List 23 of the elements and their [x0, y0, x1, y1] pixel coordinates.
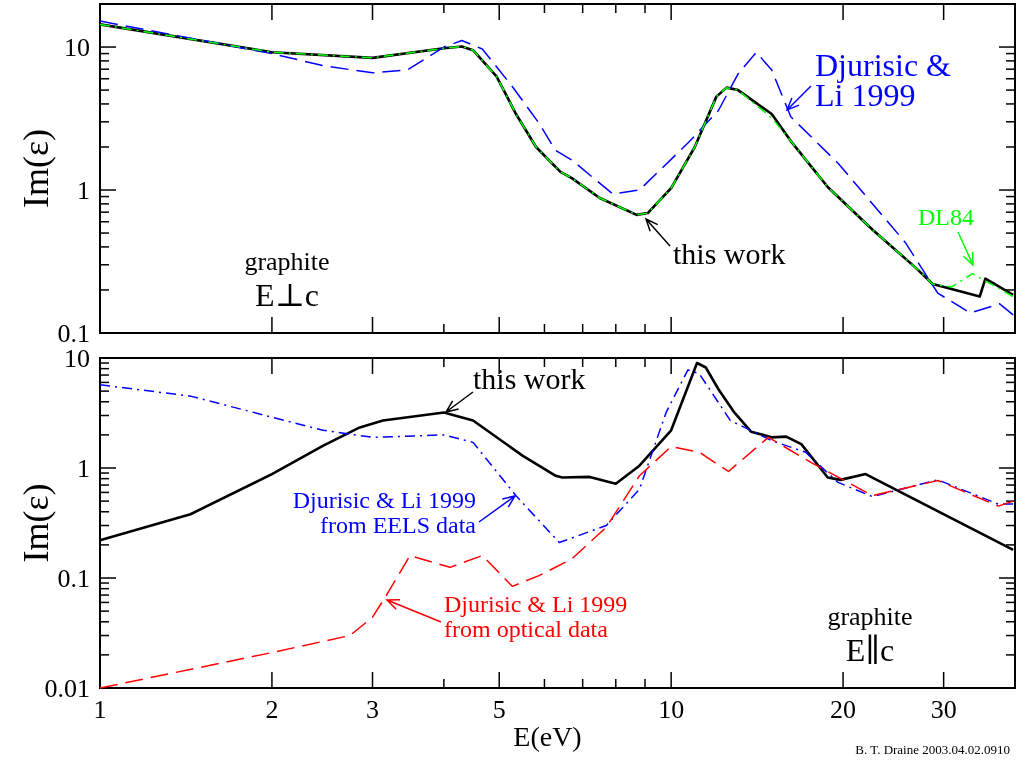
annotation: graphite E⊥c	[244, 247, 330, 313]
legend-label: this work	[473, 362, 586, 395]
annotation: graphite E∥c	[827, 602, 913, 668]
legend-label: Djurisic & Li 1999	[815, 47, 952, 113]
x-tick-label: 10	[658, 695, 685, 724]
x-tick-label: 20	[830, 695, 857, 724]
x-axis-title: E(eV)	[513, 721, 582, 752]
x-tick-label: 2	[265, 695, 279, 724]
y-tick-label: 10	[64, 33, 90, 63]
y-axis-title: Im(ε)	[16, 483, 56, 563]
series-label: Djurisic & Li 1999 from EELS data	[292, 487, 477, 538]
series-label: DL84	[918, 204, 974, 230]
x-tick-label: 30	[930, 695, 957, 724]
x-tick-label: 3	[366, 695, 379, 724]
legend-label: Djurisic & Li 1999 from optical data	[444, 591, 628, 642]
x-tick-label: 5	[492, 695, 506, 724]
y-tick-label: 0.1	[57, 564, 90, 593]
y-tick-label: 1	[77, 454, 90, 483]
y-axis-title: Im(ε)	[16, 128, 56, 209]
y-tick-label: 0.01	[44, 674, 90, 703]
legend-label: this work	[673, 237, 786, 270]
y-tick-label: 1	[77, 176, 90, 206]
text: B. T. Draine 2003.04.02.0910	[855, 742, 1010, 757]
